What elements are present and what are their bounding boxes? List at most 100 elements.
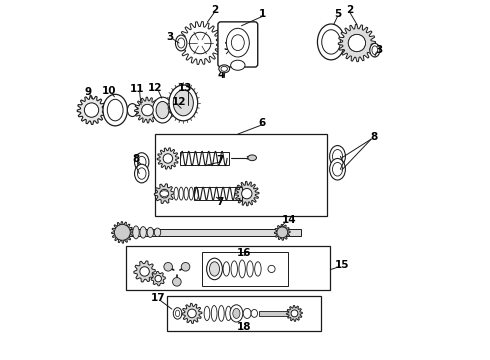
Text: 1: 1 bbox=[259, 9, 266, 19]
Ellipse shape bbox=[84, 103, 98, 117]
Ellipse shape bbox=[348, 35, 366, 51]
Ellipse shape bbox=[188, 309, 196, 318]
Ellipse shape bbox=[251, 310, 258, 318]
Polygon shape bbox=[182, 303, 202, 323]
Ellipse shape bbox=[115, 225, 130, 240]
Bar bbox=[202, 252, 288, 286]
Polygon shape bbox=[151, 271, 166, 286]
Ellipse shape bbox=[333, 162, 343, 176]
Ellipse shape bbox=[330, 158, 345, 180]
Polygon shape bbox=[287, 306, 302, 321]
Text: 10: 10 bbox=[102, 86, 117, 96]
Ellipse shape bbox=[103, 94, 127, 126]
Ellipse shape bbox=[160, 189, 169, 198]
Ellipse shape bbox=[163, 154, 172, 163]
Ellipse shape bbox=[169, 105, 186, 115]
Ellipse shape bbox=[247, 261, 253, 277]
Ellipse shape bbox=[318, 24, 344, 60]
Ellipse shape bbox=[118, 228, 127, 237]
Bar bbox=[180, 152, 229, 165]
Ellipse shape bbox=[152, 97, 172, 123]
Ellipse shape bbox=[127, 104, 137, 117]
Ellipse shape bbox=[107, 99, 123, 121]
Ellipse shape bbox=[190, 33, 210, 53]
Ellipse shape bbox=[173, 90, 194, 116]
Text: 18: 18 bbox=[237, 322, 251, 332]
Text: 12: 12 bbox=[148, 83, 163, 93]
Ellipse shape bbox=[277, 227, 288, 238]
Ellipse shape bbox=[223, 262, 230, 276]
Polygon shape bbox=[135, 97, 160, 123]
Ellipse shape bbox=[172, 107, 183, 113]
Ellipse shape bbox=[230, 305, 243, 322]
Ellipse shape bbox=[137, 156, 146, 168]
Polygon shape bbox=[274, 225, 290, 240]
Ellipse shape bbox=[242, 189, 252, 199]
FancyBboxPatch shape bbox=[218, 22, 258, 67]
Ellipse shape bbox=[160, 191, 169, 197]
Text: 5: 5 bbox=[334, 9, 341, 19]
Ellipse shape bbox=[225, 306, 231, 320]
Ellipse shape bbox=[219, 306, 224, 321]
Ellipse shape bbox=[279, 229, 286, 236]
Ellipse shape bbox=[184, 187, 188, 200]
Bar bbox=[155, 134, 327, 216]
Ellipse shape bbox=[348, 35, 366, 51]
Ellipse shape bbox=[226, 28, 249, 57]
Ellipse shape bbox=[169, 85, 197, 121]
Ellipse shape bbox=[142, 104, 153, 116]
Ellipse shape bbox=[204, 306, 210, 320]
Ellipse shape bbox=[172, 278, 181, 286]
Ellipse shape bbox=[135, 153, 149, 171]
Ellipse shape bbox=[333, 149, 343, 163]
Ellipse shape bbox=[239, 260, 245, 278]
Ellipse shape bbox=[370, 43, 380, 57]
Text: 13: 13 bbox=[178, 83, 193, 93]
Text: 6: 6 bbox=[259, 118, 266, 128]
Ellipse shape bbox=[133, 226, 139, 239]
Ellipse shape bbox=[210, 262, 220, 276]
Ellipse shape bbox=[156, 102, 169, 119]
Text: 9: 9 bbox=[84, 87, 92, 98]
Text: 7: 7 bbox=[216, 155, 223, 165]
Bar bbox=[194, 187, 243, 200]
Ellipse shape bbox=[231, 261, 238, 277]
Text: 3: 3 bbox=[166, 32, 173, 41]
Ellipse shape bbox=[142, 104, 153, 116]
Ellipse shape bbox=[291, 310, 298, 317]
Text: 11: 11 bbox=[130, 84, 145, 94]
Ellipse shape bbox=[181, 262, 190, 271]
Ellipse shape bbox=[174, 187, 178, 200]
Text: 16: 16 bbox=[237, 248, 251, 258]
Ellipse shape bbox=[194, 187, 198, 200]
Polygon shape bbox=[338, 24, 375, 62]
Ellipse shape bbox=[147, 227, 153, 237]
Text: 2: 2 bbox=[346, 5, 353, 15]
Ellipse shape bbox=[248, 155, 256, 161]
Ellipse shape bbox=[231, 60, 245, 70]
Text: 7: 7 bbox=[216, 197, 223, 207]
Text: 14: 14 bbox=[281, 215, 296, 225]
Ellipse shape bbox=[155, 275, 161, 282]
Ellipse shape bbox=[330, 145, 345, 167]
Bar bbox=[126, 246, 330, 291]
Text: 3: 3 bbox=[375, 45, 383, 55]
Polygon shape bbox=[134, 261, 155, 282]
Ellipse shape bbox=[243, 309, 251, 319]
Polygon shape bbox=[235, 181, 259, 206]
Text: 12: 12 bbox=[172, 97, 186, 107]
Bar bbox=[167, 296, 321, 330]
Polygon shape bbox=[154, 184, 174, 203]
Ellipse shape bbox=[140, 226, 147, 238]
Text: 3: 3 bbox=[223, 42, 231, 52]
Ellipse shape bbox=[233, 309, 240, 319]
Ellipse shape bbox=[135, 164, 149, 183]
Polygon shape bbox=[77, 96, 106, 125]
Ellipse shape bbox=[154, 228, 161, 237]
Text: 4: 4 bbox=[217, 70, 224, 80]
Ellipse shape bbox=[173, 308, 182, 319]
Ellipse shape bbox=[140, 267, 149, 276]
Ellipse shape bbox=[231, 35, 245, 50]
Bar bbox=[259, 311, 290, 316]
Ellipse shape bbox=[177, 38, 185, 48]
